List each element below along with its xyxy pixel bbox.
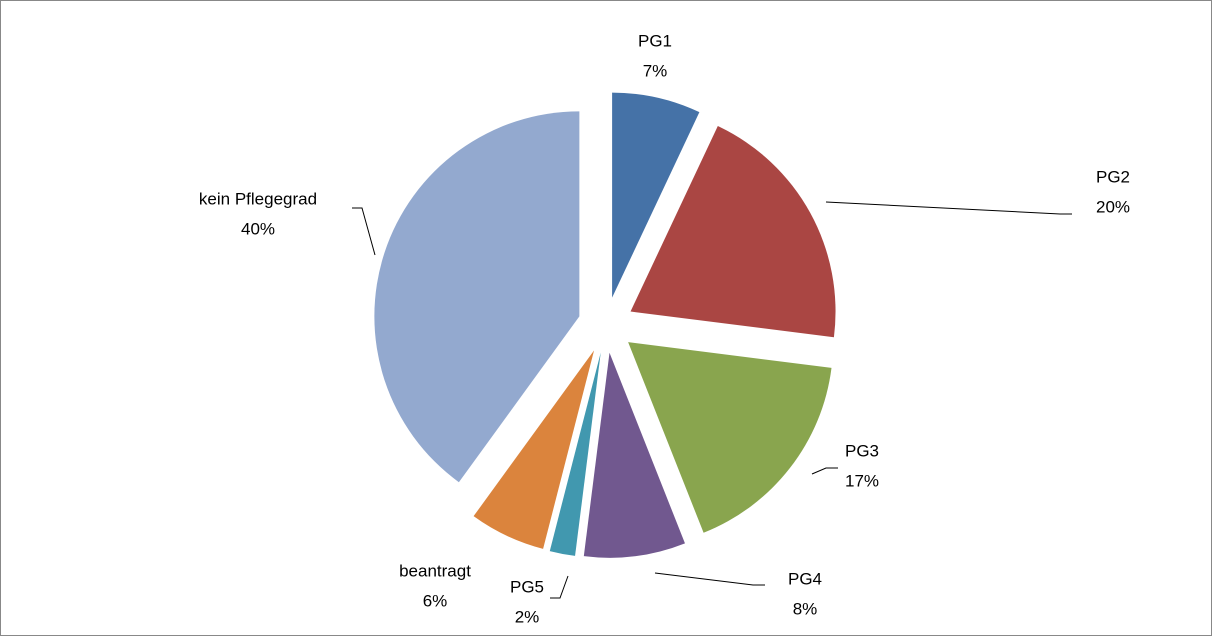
leader-line (654, 572, 765, 586)
pie-slice (473, 350, 595, 549)
slice-label: PG5 (510, 577, 544, 596)
pie-slice (612, 92, 700, 298)
leader-line (550, 575, 569, 599)
pie-slice (583, 352, 685, 558)
slice-label: PG4 (788, 569, 822, 588)
slice-value-label: 2% (515, 607, 540, 626)
leader-line (811, 467, 838, 475)
slice-label: PG3 (845, 441, 879, 460)
pie-slice (374, 111, 580, 483)
slice-value-label: 17% (845, 471, 879, 490)
slice-label: kein Pflegegrad (199, 189, 317, 208)
slice-value-label: 6% (423, 591, 448, 610)
slice-value-label: 7% (643, 61, 668, 80)
slice-value-label: 20% (1096, 197, 1130, 216)
slice-label: PG2 (1096, 167, 1130, 186)
leader-line (825, 201, 1072, 215)
slice-label: PG1 (638, 31, 672, 50)
leader-line (352, 207, 376, 256)
slice-value-label: 40% (241, 219, 275, 238)
slice-label: beantragt (399, 561, 471, 580)
pie-slice (628, 342, 832, 533)
pie-slice (630, 126, 836, 338)
slice-value-label: 8% (793, 599, 818, 618)
pie-slice (549, 352, 601, 556)
